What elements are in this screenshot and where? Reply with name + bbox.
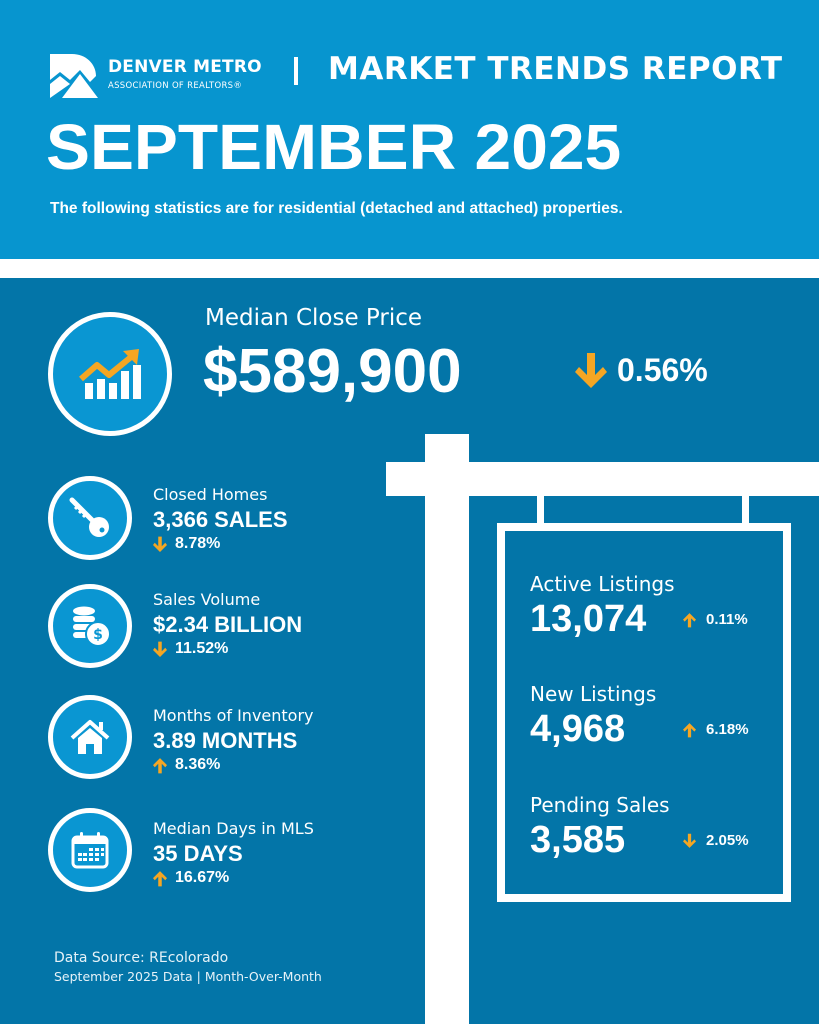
arrow-up-icon — [683, 612, 696, 627]
stat-change: 8.78% — [153, 535, 288, 553]
data-note: September 2025 Data | Month-Over-Month — [54, 969, 322, 984]
arrow-up-icon — [153, 757, 167, 773]
sign-stat-label: Pending Sales — [530, 793, 670, 817]
stat-label: Median Days in MLS — [153, 819, 314, 838]
stat-value: 3.89 MONTHS — [153, 728, 298, 753]
sign-stat-change-value: 6.18% — [706, 721, 749, 738]
median-price-label: Median Close Price — [205, 305, 423, 331]
sign-stat-change: 0.11% — [683, 611, 748, 628]
inventory-icon-circle — [48, 695, 132, 779]
dmar-logo-icon — [50, 54, 98, 98]
for-sale-sign-board — [497, 523, 791, 902]
arrow-down-icon — [153, 641, 167, 657]
header-divider — [294, 57, 298, 85]
stat-value: 35 DAYS — [153, 841, 243, 866]
median-price-change: 0.56% — [575, 352, 708, 389]
arrow-up-icon — [153, 870, 167, 886]
stat-change-value: 8.78% — [175, 535, 221, 552]
median-price-value: $589,900 — [203, 337, 462, 406]
org-name: DENVER METRO — [108, 57, 262, 77]
sign-stat-value: 13,074 — [530, 598, 647, 640]
svg-text:$: $ — [93, 627, 103, 643]
stat-change: 16.67% — [153, 869, 314, 887]
stat-change: 11.52% — [153, 640, 302, 658]
white-divider-stripe — [0, 259, 819, 278]
data-source: Data Source: REcolorado — [54, 950, 229, 966]
house-icon — [70, 720, 110, 754]
stat-label: Sales Volume — [153, 590, 261, 609]
sign-stat-change-value: 0.11% — [706, 611, 748, 628]
median-price-icon-circle — [48, 312, 172, 436]
sign-post-vertical — [425, 434, 469, 1024]
sign-stat-change-value: 2.05% — [706, 832, 749, 849]
stat-median-days-mls: Median Days in MLS 35 DAYS 16.67% — [153, 819, 314, 887]
stat-closed-homes: Closed Homes 3,366 SALES 8.78% — [153, 485, 288, 553]
key-icon — [69, 497, 109, 537]
stat-change-value: 16.67% — [175, 869, 230, 886]
sign-stat-new-listings: New Listings 4,968 6.18% — [530, 682, 749, 751]
stat-label: Months of Inventory — [153, 706, 314, 725]
sign-hanger-left — [537, 496, 544, 524]
sign-stat-label: New Listings — [530, 682, 657, 706]
stat-months-inventory: Months of Inventory 3.89 MONTHS 8.36% — [153, 706, 314, 774]
report-title: MARKET TRENDS REPORT — [328, 51, 783, 87]
arrow-down-icon — [153, 536, 167, 552]
sign-stat-active-listings: Active Listings 13,074 0.11% — [530, 572, 748, 641]
sign-hanger-right — [742, 496, 749, 524]
chart-growth-icon — [79, 349, 141, 399]
coins-icon: $ — [73, 606, 111, 647]
closed-homes-icon-circle — [48, 476, 132, 560]
stat-change: 8.36% — [153, 756, 314, 774]
sales-volume-icon-circle: $ — [48, 584, 132, 668]
stat-change-value: 11.52% — [175, 640, 229, 657]
stat-value: 3,366 SALES — [153, 507, 288, 532]
stat-value: $2.34 BILLION — [153, 612, 303, 637]
sign-post-arm — [386, 462, 819, 496]
calendar-icon — [71, 832, 109, 869]
header-subtitle: The following statistics are for residen… — [50, 200, 623, 217]
header-band — [0, 0, 819, 259]
arrow-up-icon — [683, 722, 696, 737]
period-title: SEPTEMBER 2025 — [46, 111, 622, 183]
arrow-down-icon — [575, 352, 607, 388]
sign-stat-pending-sales: Pending Sales 3,585 2.05% — [530, 793, 749, 862]
sign-stat-value: 4,968 — [530, 708, 626, 750]
sign-stat-change: 2.05% — [683, 832, 749, 849]
days-mls-icon-circle — [48, 808, 132, 892]
stat-change-value: 8.36% — [175, 756, 221, 773]
sign-stat-value: 3,585 — [530, 819, 626, 861]
median-price-change-value: 0.56% — [617, 352, 708, 388]
stat-sales-volume: Sales Volume $2.34 BILLION 11.52% — [153, 590, 302, 658]
sign-stat-label: Active Listings — [530, 572, 675, 596]
arrow-down-icon — [683, 833, 696, 848]
stat-label: Closed Homes — [153, 485, 268, 504]
org-subtitle: ASSOCIATION OF REALTORS® — [108, 81, 243, 91]
sign-stat-change: 6.18% — [683, 721, 749, 738]
